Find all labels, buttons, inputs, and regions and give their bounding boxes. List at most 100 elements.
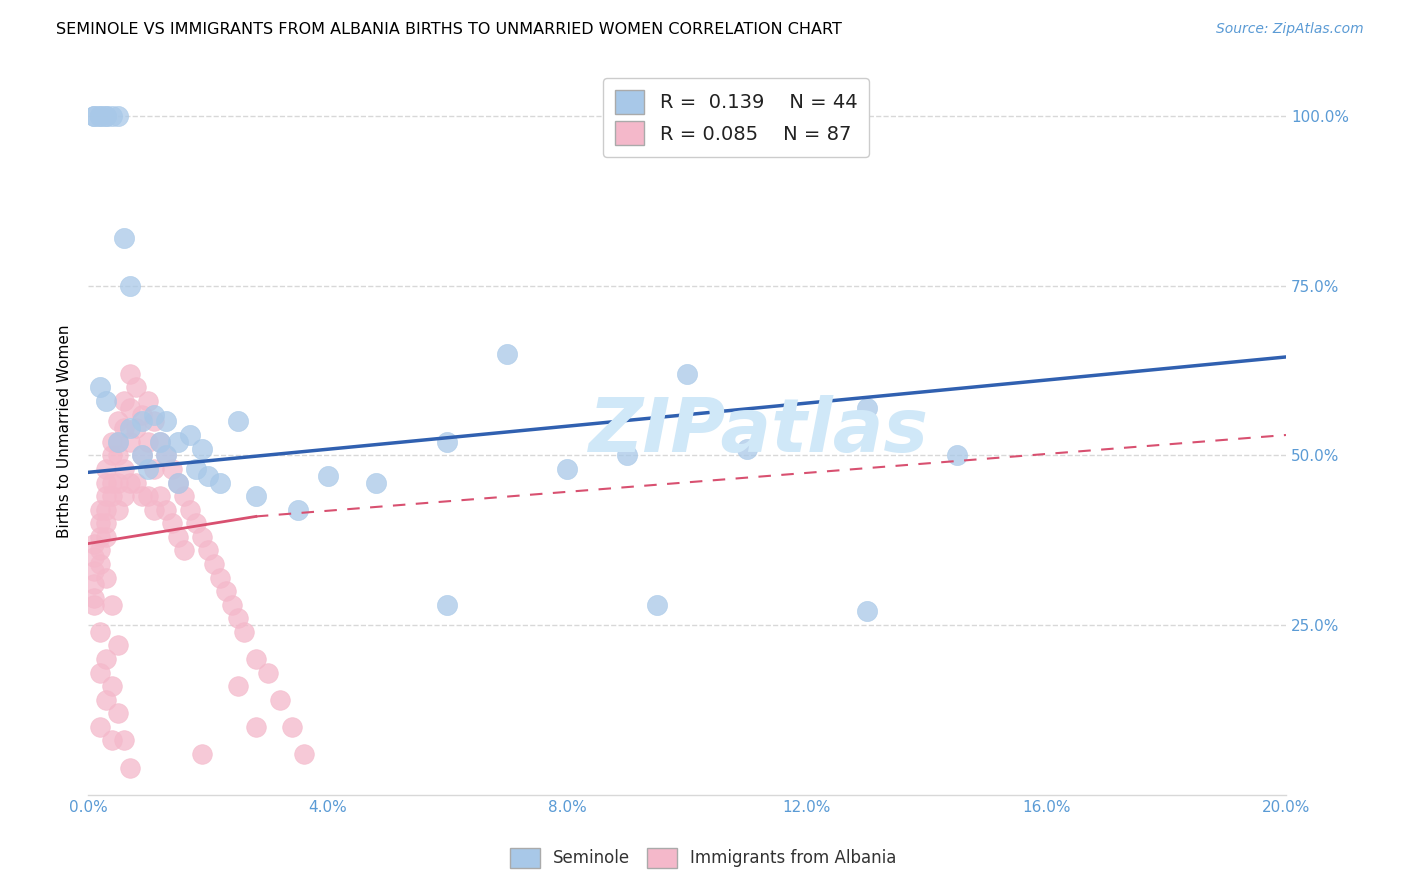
Point (125, 421, 148, 435)
Point (221, 598, 243, 612)
Point (226, 414, 249, 428)
Point (89, 109, 111, 123)
Point (855, 604, 877, 618)
Point (94, 394, 117, 409)
Point (143, 408, 166, 422)
Legend: Seminole, Immigrants from Albania: Seminole, Immigrants from Albania (503, 841, 903, 875)
Point (112, 421, 135, 435)
Point (125, 380, 148, 394)
Point (184, 462, 207, 476)
Point (101, 733, 124, 747)
Y-axis label: Births to Unmarried Women: Births to Unmarried Women (58, 325, 72, 539)
Point (191, 747, 214, 761)
Point (855, 401, 877, 415)
Point (83, 550, 105, 565)
Point (245, 652, 267, 666)
Point (173, 489, 195, 503)
Point (89, 720, 111, 734)
Point (945, 448, 967, 462)
Point (94, 652, 117, 666)
Point (131, 489, 153, 503)
Point (94, 516, 117, 531)
Point (167, 434, 190, 449)
Point (101, 448, 124, 462)
Point (131, 408, 153, 422)
Point (226, 611, 249, 625)
Point (167, 530, 190, 544)
Point (101, 475, 124, 490)
Point (287, 502, 309, 516)
Point (107, 475, 129, 490)
Point (101, 679, 124, 693)
Point (89, 665, 111, 680)
Point (292, 747, 315, 761)
Point (735, 442, 758, 456)
Point (101, 489, 124, 503)
Point (94, 109, 117, 123)
Point (107, 434, 129, 449)
Point (83, 109, 105, 123)
Point (616, 448, 638, 462)
Point (120, 421, 142, 435)
Point (184, 516, 207, 531)
Point (101, 109, 124, 123)
Text: SEMINOLE VS IMMIGRANTS FROM ALBANIA BIRTHS TO UNMARRIED WOMEN CORRELATION CHART: SEMINOLE VS IMMIGRANTS FROM ALBANIA BIRT… (56, 22, 842, 37)
Point (89, 624, 111, 639)
Point (94, 502, 117, 516)
Point (120, 278, 142, 293)
Point (94, 475, 117, 490)
Point (226, 679, 249, 693)
Point (112, 231, 135, 245)
Point (179, 502, 201, 516)
Point (83, 591, 105, 605)
Point (89, 502, 111, 516)
Point (136, 434, 159, 449)
Point (167, 475, 190, 490)
Point (89, 557, 111, 571)
Point (107, 502, 129, 516)
Point (89, 530, 111, 544)
Point (94, 570, 117, 584)
Point (269, 692, 291, 706)
Point (496, 346, 519, 360)
Point (131, 448, 153, 462)
Point (112, 462, 135, 476)
Point (107, 414, 129, 428)
Point (364, 475, 387, 490)
Point (436, 598, 458, 612)
Point (155, 448, 177, 462)
Point (191, 530, 214, 544)
Point (131, 414, 153, 428)
Point (112, 489, 135, 503)
Point (112, 733, 135, 747)
Point (245, 489, 267, 503)
Point (101, 434, 124, 449)
Point (107, 109, 129, 123)
Point (120, 401, 142, 415)
Point (94, 462, 117, 476)
Point (83, 598, 105, 612)
Point (107, 706, 129, 721)
Point (107, 434, 129, 449)
Point (555, 462, 578, 476)
Point (645, 598, 668, 612)
Point (245, 720, 267, 734)
Point (143, 502, 166, 516)
Point (208, 475, 231, 490)
Point (160, 462, 183, 476)
Point (131, 448, 153, 462)
Point (155, 502, 177, 516)
Point (89, 516, 111, 531)
Point (83, 564, 105, 578)
Text: Source: ZipAtlas.com: Source: ZipAtlas.com (1216, 22, 1364, 37)
Point (83, 109, 105, 123)
Point (197, 468, 219, 483)
Point (107, 639, 129, 653)
Point (83, 536, 105, 550)
Point (136, 394, 159, 409)
Point (208, 570, 231, 584)
Point (232, 624, 254, 639)
Point (149, 489, 172, 503)
Point (112, 394, 135, 409)
Point (173, 543, 195, 558)
